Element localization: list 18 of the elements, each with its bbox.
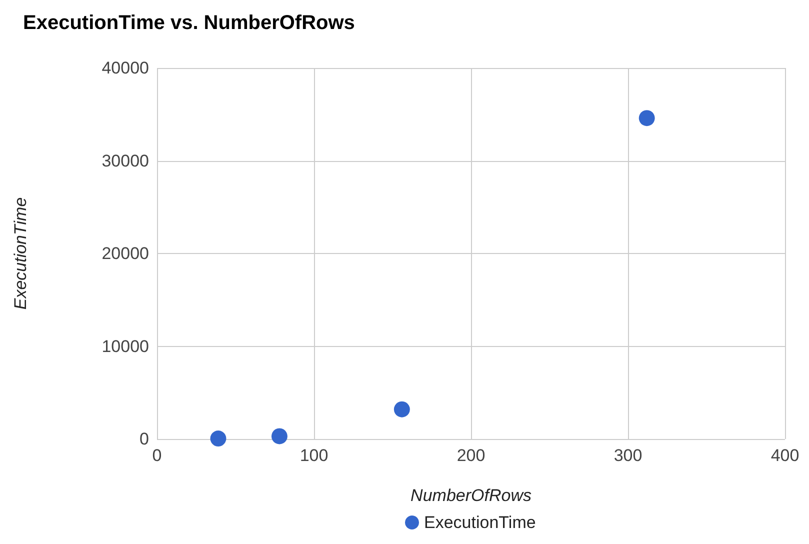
x-tick-label: 400 <box>770 446 800 465</box>
y-tick-label: 20000 <box>102 244 149 263</box>
legend-label: ExecutionTime <box>424 513 536 532</box>
chart-title: ExecutionTime vs. NumberOfRows <box>23 12 355 34</box>
x-tick-label: 0 <box>152 446 162 465</box>
point <box>271 428 288 444</box>
point <box>638 110 655 126</box>
y-tick-label: 30000 <box>102 151 149 170</box>
point <box>210 430 226 447</box>
y-tick-label: 0 <box>140 430 149 448</box>
x-tick-label: 200 <box>456 446 486 465</box>
y-tick-label: 40000 <box>102 58 149 78</box>
x-axis-title: NumberOfRows <box>410 486 532 505</box>
x-tick-label: 300 <box>614 446 642 465</box>
y-tick-label: 10000 <box>102 336 149 356</box>
y-axis-title: ExecutionTime <box>11 197 30 310</box>
x-tick-label: 100 <box>300 446 328 465</box>
point <box>394 401 410 418</box>
